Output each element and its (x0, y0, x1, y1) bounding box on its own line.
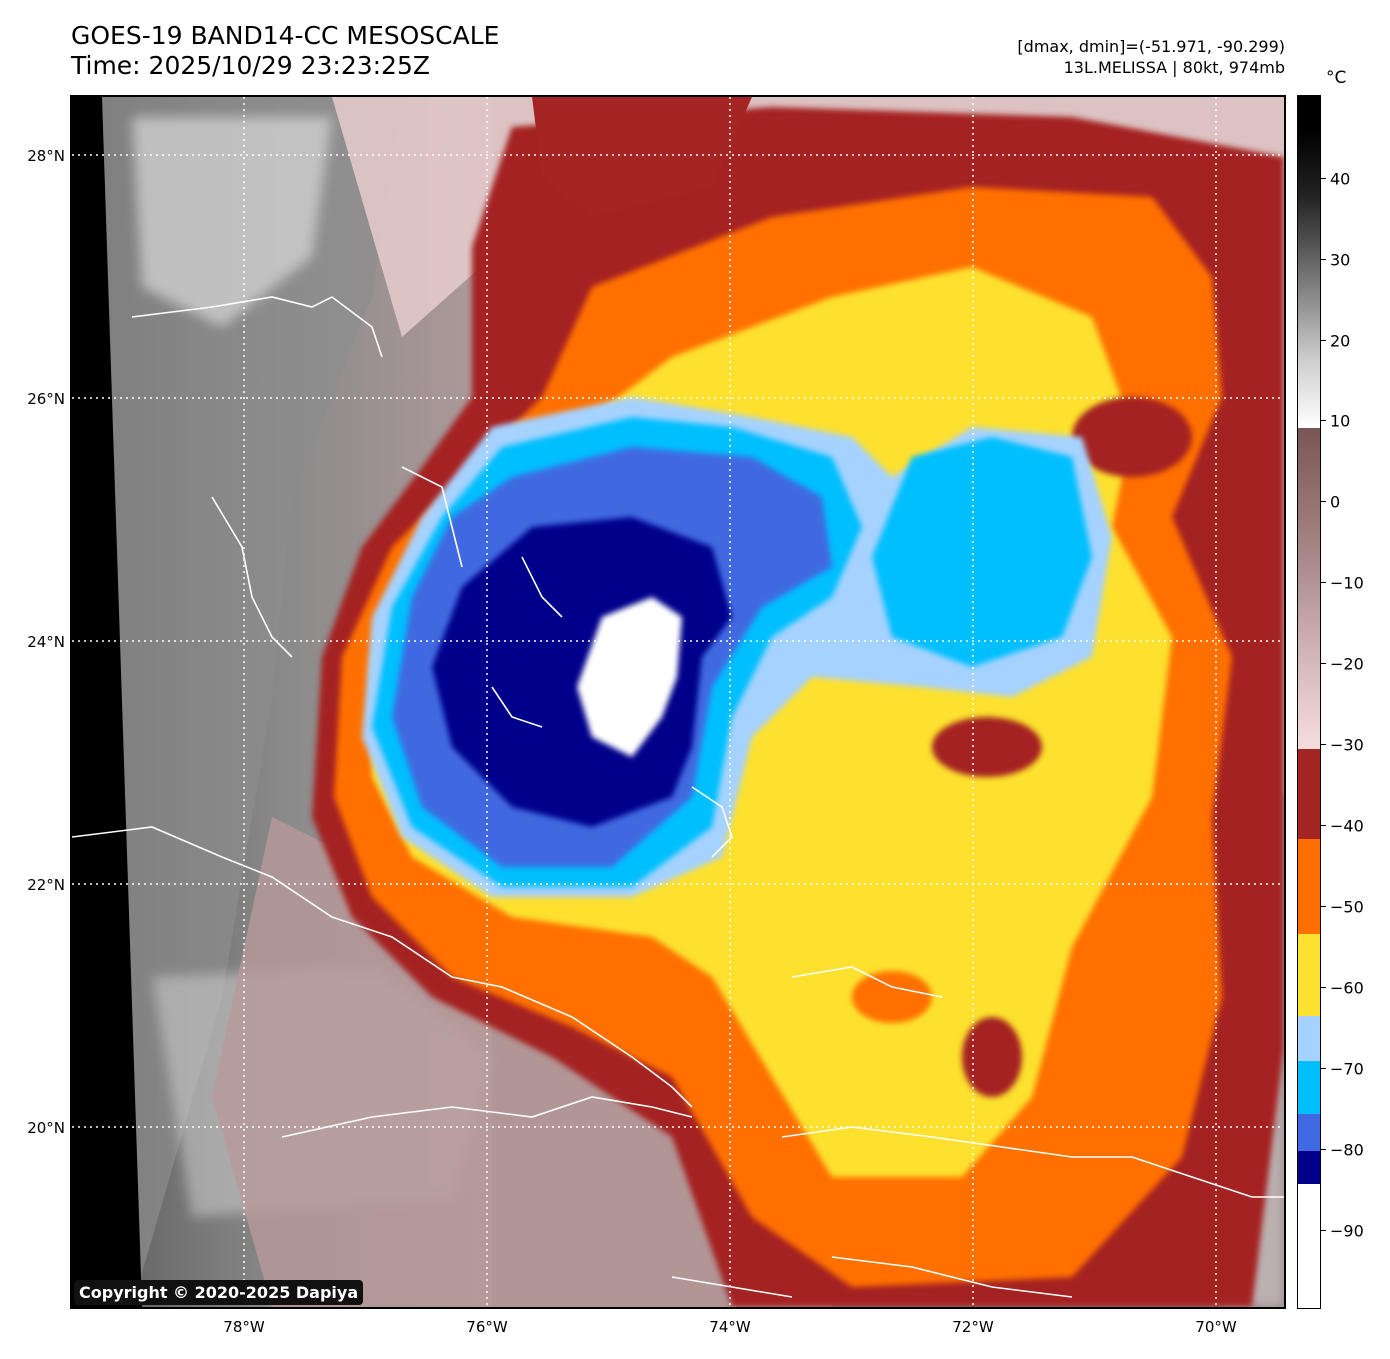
colorbar-tick (1321, 1068, 1326, 1069)
colorbar-tick (1321, 1230, 1326, 1231)
coastline-bahamas-north (131, 296, 383, 358)
lon-label-72: 72°W (952, 1318, 994, 1336)
colorbar-label-30: 30 (1330, 250, 1351, 270)
satellite-imagery (72, 97, 1284, 1307)
colorbar-tick (1321, 906, 1326, 907)
colorbar-royal-blue-segment (1298, 1114, 1320, 1151)
lat-label-26: 26°N (27, 390, 65, 408)
figure-title: GOES-19 BAND14-CC MESOSCALE (71, 21, 500, 50)
colorbar-label-20: 20 (1330, 331, 1351, 351)
colorbar-tick (1321, 744, 1326, 745)
lon-label-74: 74°W (709, 1318, 751, 1336)
storm-info: 13L.MELISSA | 80kt, 974mb (1063, 58, 1285, 77)
warm-cell (932, 717, 1042, 777)
no-data-strip (72, 97, 142, 1307)
copyright-badge: Copyright © 2020-2025 Dapiya (74, 1280, 364, 1305)
colorbar-cyan-segment (1298, 1061, 1320, 1114)
colorbar-gray-segment (1298, 96, 1320, 428)
colorbar (1297, 95, 1321, 1309)
lon-label-76: 76°W (466, 1318, 508, 1336)
lat-label-28: 28°N (27, 147, 65, 165)
colorbar-tick (1321, 1149, 1326, 1150)
dmax-dmin-info: [dmax, dmin]=(-51.971, -90.299) (1017, 37, 1285, 56)
colorbar-label-minus20: −20 (1330, 654, 1364, 674)
colorbar-label-minus10: −10 (1330, 573, 1364, 593)
colorbar-label-0: 0 (1330, 492, 1341, 512)
colorbar-label-minus50: −50 (1330, 897, 1364, 917)
colorbar-label-minus90: −90 (1330, 1221, 1364, 1241)
colorbar-tick (1321, 259, 1326, 260)
colorbar-label-minus30: −30 (1330, 735, 1364, 755)
coldest-cloud-core (577, 597, 682, 757)
colorbar-unit: °C (1326, 68, 1347, 88)
coastline-acklins (691, 786, 733, 858)
coastline-jamaica (671, 1276, 793, 1298)
coastline-turks-caicos (791, 966, 943, 998)
coastline-cuba-south (281, 1096, 693, 1138)
colorbar-tick (1321, 987, 1326, 988)
brown-field-south (212, 817, 832, 1307)
satellite-map (70, 95, 1286, 1309)
colorbar-label-minus60: −60 (1330, 978, 1364, 998)
cold-band-dark-red-north (532, 97, 752, 217)
graticule (72, 97, 1284, 1307)
bright-clouds-north (132, 117, 332, 327)
coastline-hispaniola-north (781, 1126, 1284, 1198)
lat-label-22: 22°N (27, 876, 65, 894)
colorbar-yellow-segment (1298, 934, 1320, 1016)
coastline-exuma (491, 686, 543, 728)
colorbar-tick (1321, 420, 1326, 421)
warm-cell (1072, 397, 1192, 477)
colorbar-orange-segment (1298, 839, 1320, 934)
lon-label-70: 70°W (1195, 1318, 1237, 1336)
cold-band-cyan-east (872, 437, 1092, 667)
colorbar-label-minus40: −40 (1330, 816, 1364, 836)
colorbar-dark-red-segment (1298, 749, 1320, 839)
lat-label-24: 24°N (27, 633, 65, 651)
colorbar-navy-segment (1298, 1151, 1320, 1184)
coastline-cuba-north (72, 826, 693, 1108)
colorbar-light-blue-segment (1298, 1016, 1320, 1061)
coastline-eleuthera (401, 466, 463, 568)
warm-cell (962, 1017, 1022, 1097)
coastline-hispaniola-south (831, 1256, 1073, 1298)
colorbar-tick (1321, 340, 1326, 341)
colorbar-label-40: 40 (1330, 169, 1351, 189)
colorbar-tick (1321, 582, 1326, 583)
colorbar-tick (1321, 663, 1326, 664)
colorbar-label-minus70: −70 (1330, 1059, 1364, 1079)
colorbar-tick (1321, 825, 1326, 826)
coastline-cat-island (521, 556, 563, 618)
coastline-andros (211, 496, 293, 658)
colorbar-label-10: 10 (1330, 411, 1351, 431)
colorbar-tick (1321, 501, 1326, 502)
lon-label-78: 78°W (223, 1318, 265, 1336)
colorbar-label-minus80: −80 (1330, 1140, 1364, 1160)
figure-time: Time: 2025/10/29 23:23:25Z (71, 51, 430, 80)
coastlines (72, 296, 1284, 1298)
warm-cell (852, 971, 932, 1023)
cold-band-navy (432, 517, 732, 827)
lat-label-20: 20°N (27, 1119, 65, 1137)
colorbar-white-segment (1298, 1184, 1320, 1308)
colorbar-brown-pink-segment (1298, 428, 1320, 749)
colorbar-tick (1321, 178, 1326, 179)
